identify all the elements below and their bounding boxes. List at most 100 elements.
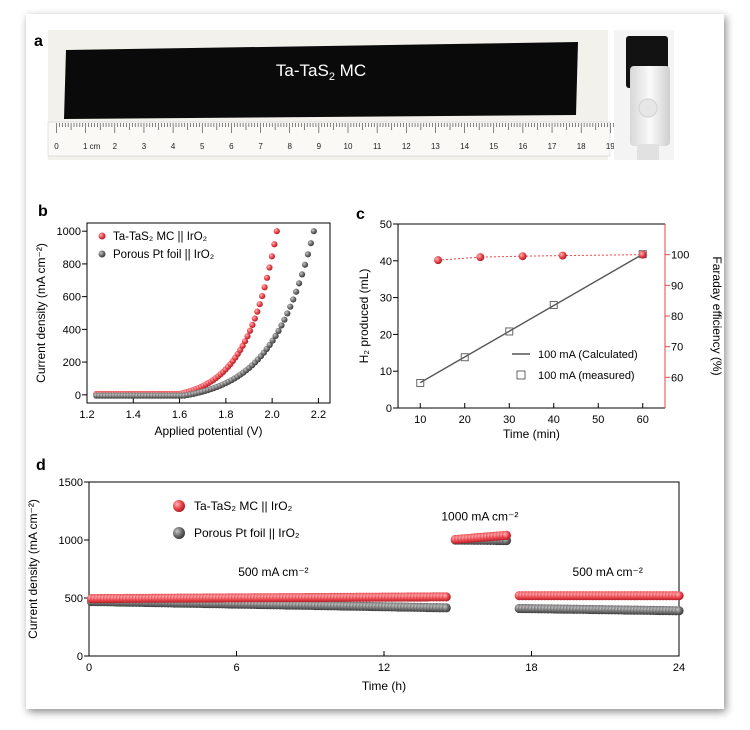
ruler-number: 11 (373, 142, 382, 151)
series-1-point (269, 337, 276, 344)
ruler-number: 15 (489, 142, 498, 151)
ruler-number: 6 (229, 142, 234, 151)
legend-square-symbol (516, 370, 526, 380)
series-0-point (244, 333, 251, 340)
ruler: 0 1 cm 2 3 4 5 6 7 8 9 10 11 12 13 14 15 16 17 18 19 (47, 121, 626, 157)
series-1-point (266, 341, 273, 349)
legend-marker (173, 500, 185, 512)
legend-label: Porous Pt foil || IrO₂ (113, 249, 214, 261)
x-axis-label: Time (h) (362, 679, 406, 693)
faraday-point (518, 252, 527, 261)
y-tick-label: 400 (63, 324, 81, 336)
series-0-point (249, 321, 256, 328)
series-0-point (263, 274, 271, 281)
annotation-label: 1000 mA cm⁻² (441, 509, 518, 523)
faraday-point (434, 256, 443, 265)
series-1-point (272, 332, 279, 339)
x-tick-label: 2.0 (264, 409, 279, 421)
series-1-point (298, 271, 306, 278)
x-tick-label: 1.2 (79, 409, 94, 421)
series-0-point (259, 292, 266, 300)
y2-tick-label: 90 (671, 280, 683, 292)
y-tick-label: 0 (75, 390, 81, 402)
y-tick-label: 600 (63, 292, 81, 304)
series-0-point (441, 592, 451, 602)
series-0-point (268, 253, 275, 260)
series-1-point (281, 316, 288, 323)
y-tick-label: 50 (380, 219, 392, 231)
ruler-number: 13 (431, 142, 440, 151)
series-0-point (256, 301, 263, 308)
series-1-point (674, 606, 684, 616)
series-1-point (307, 240, 314, 247)
series-1-point (304, 251, 312, 258)
electrode-label: Ta-TaS2 MC (276, 61, 366, 83)
y-tick-label: 500 (65, 593, 83, 605)
chart-c: 10 20 30 40 50 60 0 10 20 30 40 50 60 70 80 90 100 Time (… (357, 219, 724, 441)
y-tick-label: 0 (77, 651, 83, 663)
series-0-point (261, 284, 268, 291)
measured-point (505, 327, 514, 336)
annotation-label: 500 mA cm⁻² (573, 565, 643, 579)
faraday-point (558, 251, 567, 260)
annotation-label: 500 mA cm⁻² (238, 565, 308, 579)
y2-tick-label: 70 (671, 342, 683, 354)
ruler-number: 19 (606, 142, 615, 151)
x-tick-label: 12 (378, 662, 390, 674)
series-1-point (290, 296, 297, 303)
series-1-point (284, 310, 291, 317)
series-0-point (241, 338, 249, 345)
legend-label: 100 mA (measured) (538, 370, 635, 382)
series-1-point (293, 288, 300, 295)
y-tick-label: 800 (63, 259, 81, 271)
measured-point (549, 300, 558, 309)
x-tick-label: 6 (233, 662, 239, 674)
y-tick-label: 10 (380, 366, 392, 378)
ruler-number: 10 (344, 142, 353, 151)
y-axis-label: Current density (mA cm⁻²) (26, 499, 40, 639)
x-tick-label: 1.6 (172, 409, 187, 421)
ruler-number: 17 (548, 142, 557, 151)
series-0-point (501, 530, 512, 540)
series-1-point (275, 327, 282, 334)
holder-rod (637, 144, 659, 160)
faraday-point (476, 253, 485, 262)
series-0-point (246, 327, 254, 334)
ruler-number: 3 (142, 142, 147, 151)
ruler-number: 8 (287, 142, 292, 151)
ruler-number: 4 (171, 142, 176, 151)
plot-area-b (86, 222, 331, 404)
series-1-point (441, 603, 451, 613)
ruler-number: 12 (402, 142, 411, 151)
series-0-point (266, 264, 273, 271)
legend-label: 100 mA (Calculated) (538, 349, 638, 361)
faraday-line (438, 254, 643, 261)
x-tick-label: 40 (548, 414, 560, 426)
series-0-point (674, 591, 684, 601)
series-1-point (287, 303, 294, 310)
chart-b: 1.2 1.4 1.6 1.8 2.0 2.2 0 200 400 600 800 1000 Appli… (34, 222, 331, 438)
legend-marker (173, 527, 185, 539)
x-tick-label: 0 (86, 662, 92, 674)
y-tick-label: 40 (380, 256, 392, 268)
series-1-point (278, 322, 285, 329)
series-1-point (301, 261, 309, 268)
y-tick-label: 1500 (59, 477, 83, 489)
x-tick-label: 10 (414, 414, 426, 426)
measured-point (460, 353, 469, 362)
y-axis-label: H₂ produced (mL) (357, 269, 371, 364)
measured-point (416, 378, 425, 387)
ruler-number: 9 (317, 142, 322, 151)
holder-screw (638, 98, 658, 118)
x-tick-label: 50 (592, 414, 604, 426)
legend-label: Ta-TaS₂ MC || IrO₂ (113, 231, 207, 243)
series-0-point (254, 308, 261, 315)
faraday-point (638, 250, 647, 259)
x-tick-label: 20 (459, 414, 471, 426)
x-tick-label: 24 (673, 662, 685, 674)
y-tick-label: 200 (63, 357, 81, 369)
ruler-body (47, 121, 611, 157)
x-axis-label: Time (min) (503, 427, 560, 441)
panel-a-letter: a (34, 33, 43, 50)
series-0-point (251, 315, 258, 322)
